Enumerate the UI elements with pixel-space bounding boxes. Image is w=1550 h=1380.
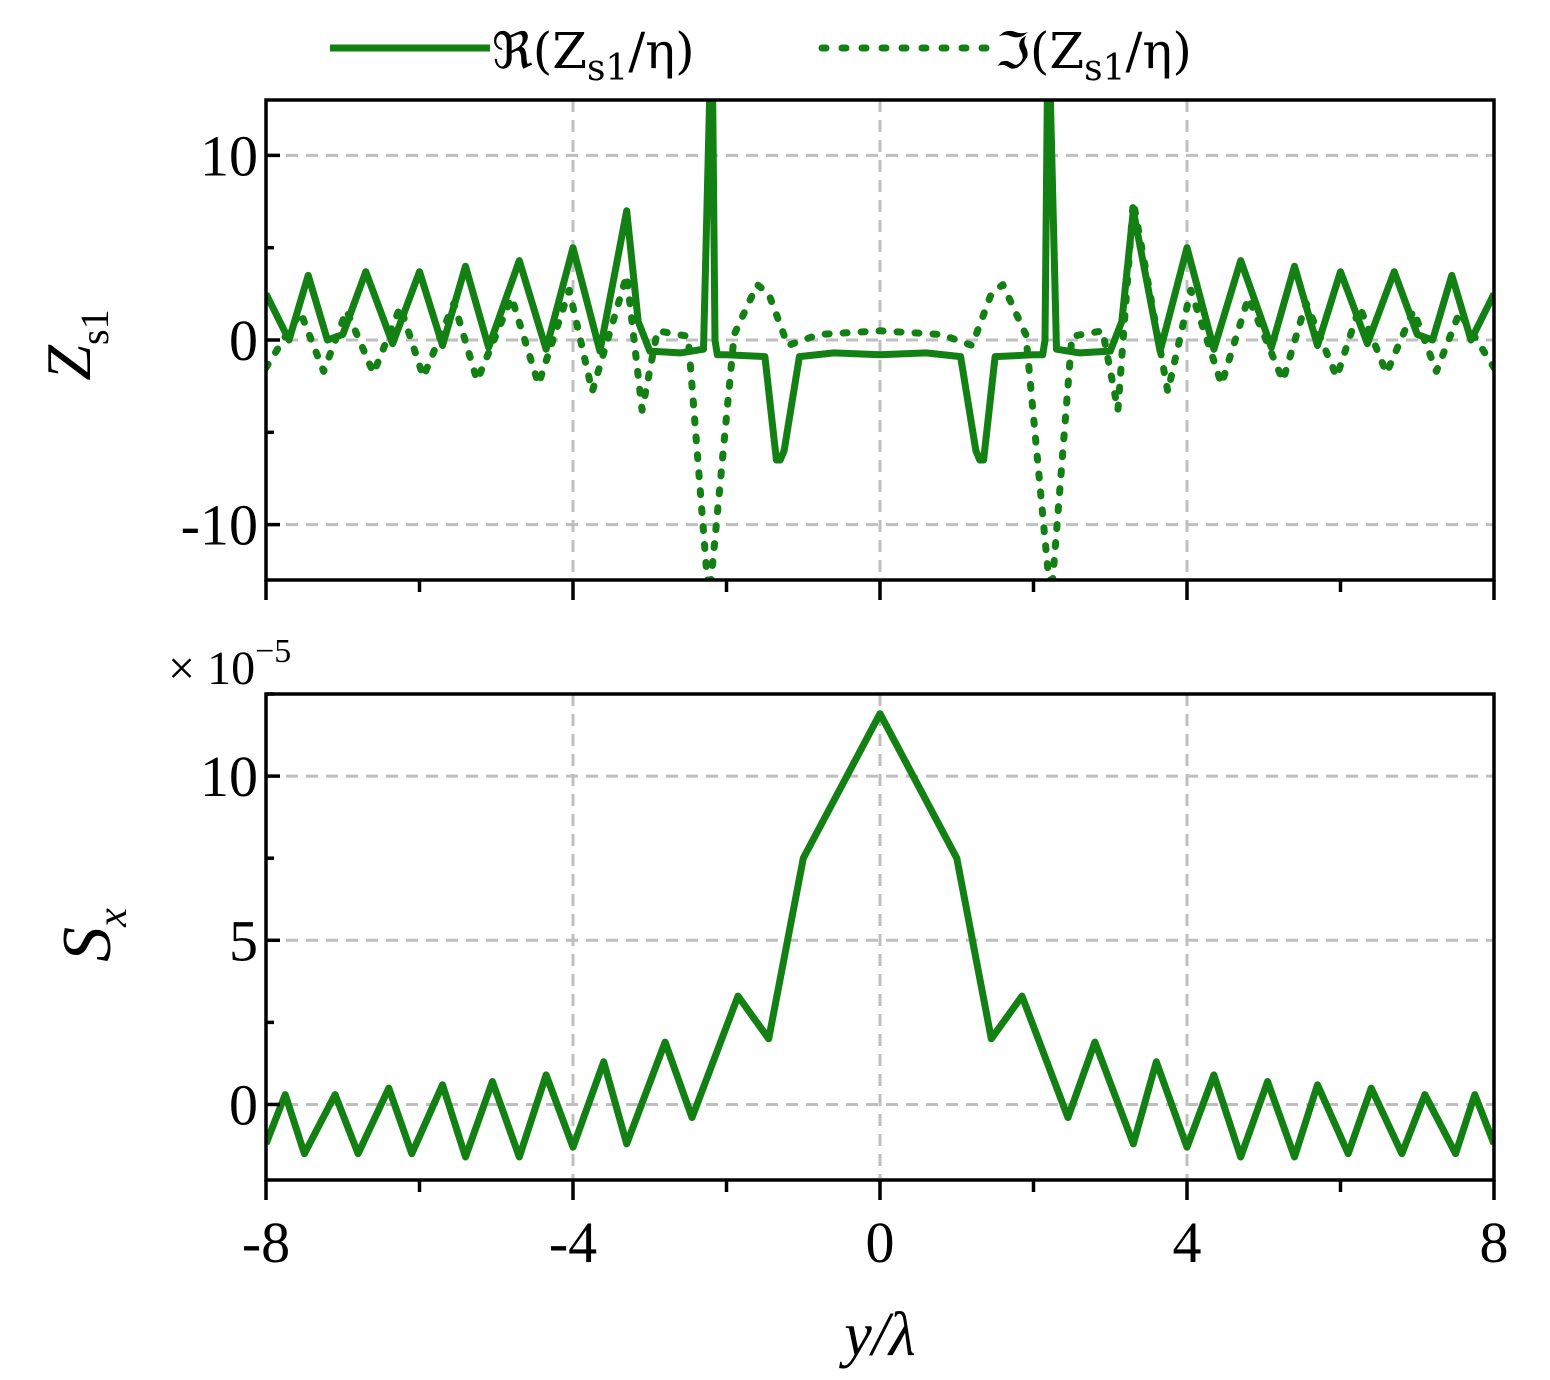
top-series: [266, 100, 1494, 580]
bottom-panel: × 10−5 0 5 10 -8 -4 0 4 8 Sx y/λ: [49, 633, 1509, 1369]
top-grid: [266, 100, 1494, 580]
y-tick-label: 0: [229, 1072, 258, 1137]
y-tick-label: -10: [181, 493, 258, 558]
top-y-axis-label: Zs1: [33, 309, 117, 380]
x-tick-label: 4: [1173, 1210, 1202, 1275]
bottom-y-axis-label: Sx: [49, 908, 136, 962]
y-tick-label: 5: [229, 908, 258, 973]
bottom-series: [266, 710, 1494, 1161]
x-tick-label: -8: [242, 1210, 290, 1275]
legend: ℜ(Zs1/η) ℑ(Zs1/η): [330, 22, 1192, 89]
x-axis-label: y/λ: [838, 1301, 916, 1369]
multiplier-label: × 10−5: [168, 633, 291, 695]
x-tick-label: 8: [1480, 1210, 1509, 1275]
bottom-ticks: [264, 692, 1496, 1200]
top-panel: -10 0 10 Zs1: [33, 98, 1496, 600]
bottom-grid: [266, 694, 1494, 1180]
series-line-dotted: [266, 198, 1494, 580]
y-tick-label: 10: [200, 123, 258, 188]
bottom-y-tick-labels: 0 5 10: [200, 744, 258, 1137]
series-line: [266, 710, 1494, 1161]
x-tick-label: 0: [866, 1210, 895, 1275]
legend-label-imag: ℑ(Zs1/η): [995, 22, 1192, 89]
top-y-tick-labels: -10 0 10: [181, 123, 258, 557]
y-tick-label: 10: [200, 744, 258, 809]
legend-label-real: ℜ(Zs1/η): [492, 22, 695, 89]
x-tick-label: -4: [549, 1210, 597, 1275]
y-tick-label: 0: [229, 308, 258, 373]
top-ticks: [264, 153, 1496, 600]
bottom-x-tick-labels: -8 -4 0 4 8: [242, 1210, 1509, 1275]
series-line: [266, 100, 1494, 464]
